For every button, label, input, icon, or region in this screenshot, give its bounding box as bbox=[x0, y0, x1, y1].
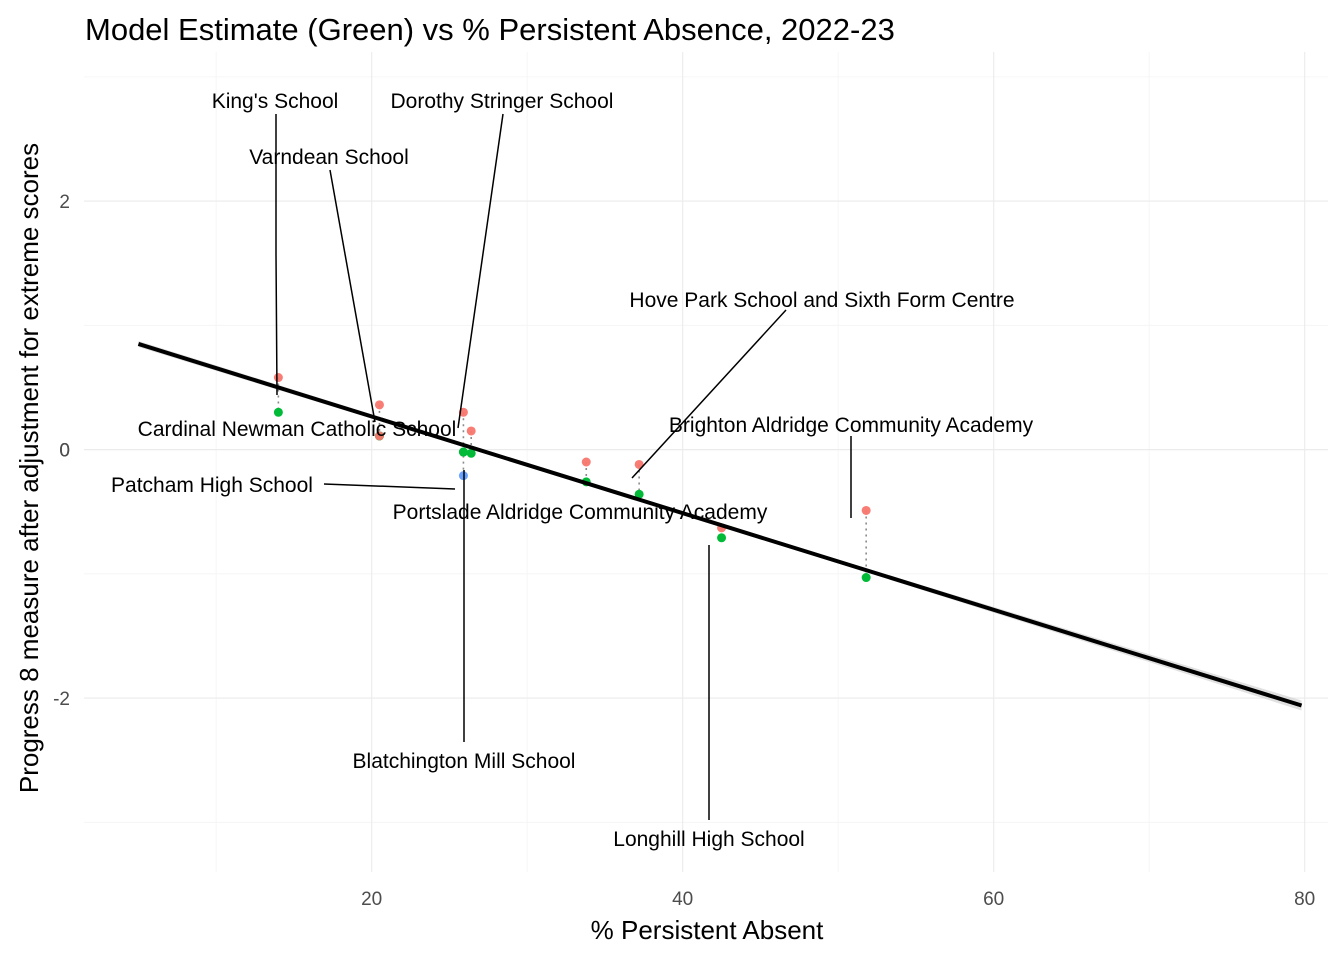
actual-point bbox=[861, 505, 871, 515]
model-estimate-point bbox=[634, 489, 644, 499]
school-label: Blatchington Mill School bbox=[353, 750, 576, 773]
x-tick-label: 60 bbox=[983, 889, 1004, 910]
school-label: Portslade Aldridge Community Academy bbox=[393, 501, 768, 524]
x-tick-label: 80 bbox=[1294, 889, 1315, 910]
model-estimate-point bbox=[466, 448, 476, 458]
y-tick-label: 2 bbox=[59, 192, 70, 213]
model-estimate-point bbox=[458, 447, 468, 457]
actual-point bbox=[581, 457, 591, 467]
actual-point bbox=[374, 431, 384, 441]
chart-title: Model Estimate (Green) vs % Persistent A… bbox=[85, 12, 895, 47]
school-label: Varndean School bbox=[249, 146, 409, 169]
grid-layer bbox=[84, 52, 1328, 872]
x-tick-label: 20 bbox=[361, 889, 382, 910]
x-tick-label: 40 bbox=[672, 889, 693, 910]
school-label: Hove Park School and Sixth Form Centre bbox=[629, 289, 1014, 312]
y-tick-label: -2 bbox=[53, 689, 70, 710]
label-line-layer bbox=[275, 113, 852, 820]
actual-point bbox=[466, 426, 476, 436]
label-leader-line bbox=[457, 113, 504, 429]
actual-point bbox=[374, 400, 384, 410]
label-leader-line bbox=[323, 483, 456, 490]
label-leader-line bbox=[631, 309, 787, 479]
label-leader-line bbox=[329, 169, 376, 423]
school-label: Brighton Aldridge Community Academy bbox=[669, 414, 1034, 437]
school-label: Dorothy Stringer School bbox=[391, 90, 614, 113]
fit-line-layer bbox=[137, 342, 1303, 708]
school-label: Longhill High School bbox=[613, 828, 804, 851]
fit-line bbox=[137, 342, 1303, 708]
label-layer: King's School Cardinal Newman Catholic Sc… bbox=[111, 90, 1034, 851]
point-layer bbox=[273, 373, 871, 583]
model-estimate-point bbox=[861, 573, 871, 583]
y-tick-label: 0 bbox=[59, 441, 70, 462]
label-leader-line bbox=[275, 114, 278, 396]
actual-point bbox=[273, 373, 283, 383]
y-axis-title: Progress 8 measure after adjustment for … bbox=[14, 143, 44, 793]
y-tick-label: 0 bbox=[59, 441, 70, 462]
model-estimate-point bbox=[717, 533, 727, 543]
school-label: Cardinal Newman Catholic School bbox=[138, 418, 457, 441]
school-label: King's School bbox=[212, 90, 339, 113]
model-estimate-point bbox=[273, 407, 283, 417]
school-label: Patcham High School bbox=[111, 474, 313, 497]
x-axis-title: % Persistent Absent bbox=[591, 915, 824, 945]
